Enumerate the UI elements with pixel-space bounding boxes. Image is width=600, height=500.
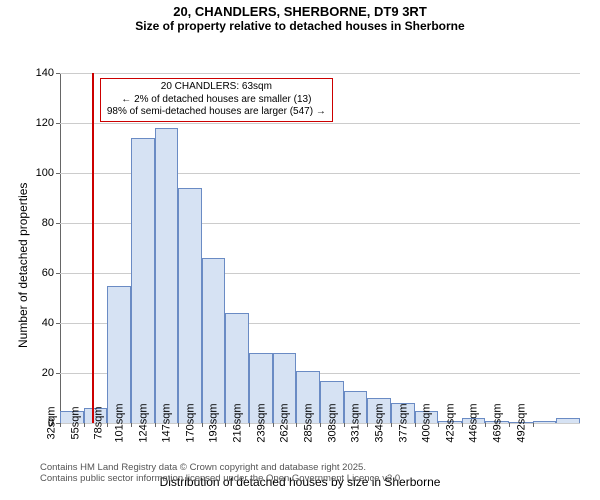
chart-title: 20, CHANDLERS, SHERBORNE, DT9 3RT <box>0 4 600 19</box>
histogram-bar <box>533 421 557 424</box>
chart-container: 02040608010012014032sqm55sqm78sqm101sqm1… <box>0 33 600 493</box>
x-tick-mark <box>60 423 61 427</box>
y-tick-label: 20 <box>42 367 60 379</box>
histogram-bar <box>556 418 580 423</box>
annotation-callout: 20 CHANDLERS: 63sqm← 2% of detached hous… <box>100 78 333 122</box>
x-tick-label: 469sqm <box>486 403 504 442</box>
plot-area: 02040608010012014032sqm55sqm78sqm101sqm1… <box>60 73 580 423</box>
x-tick-label: 308sqm <box>320 403 338 442</box>
x-tick-label: 55sqm <box>63 406 81 439</box>
y-tick-label: 100 <box>36 167 60 179</box>
x-tick-label: 423sqm <box>438 403 456 442</box>
x-tick-label: 446sqm <box>462 403 480 442</box>
footer-line-1: Contains HM Land Registry data © Crown c… <box>40 462 403 473</box>
x-tick-label: 285sqm <box>296 403 314 442</box>
x-tick-label: 354sqm <box>367 403 385 442</box>
histogram-bar <box>107 286 131 424</box>
marker-line <box>92 73 94 423</box>
x-tick-label: 147sqm <box>155 403 173 442</box>
x-tick-label: 400sqm <box>415 403 433 442</box>
y-axis-label: Number of detached properties <box>16 183 30 348</box>
y-tick-label: 120 <box>36 117 60 129</box>
x-tick-label: 32sqm <box>39 406 57 439</box>
x-tick-label: 216sqm <box>226 403 244 442</box>
annotation-line: 20 CHANDLERS: 63sqm <box>107 81 326 94</box>
x-tick-label: 331sqm <box>344 403 362 442</box>
y-tick-label: 60 <box>42 267 60 279</box>
x-tick-label: 262sqm <box>273 403 291 442</box>
y-tick-label: 80 <box>42 217 60 229</box>
gridline <box>60 73 580 74</box>
histogram-bar <box>155 128 179 423</box>
histogram-bar <box>178 188 202 423</box>
x-tick-label: 124sqm <box>131 403 149 442</box>
footer-credits: Contains HM Land Registry data © Crown c… <box>0 462 403 485</box>
y-tick-label: 40 <box>42 317 60 329</box>
histogram-bar <box>202 258 226 423</box>
x-tick-label: 193sqm <box>202 403 220 442</box>
chart-title-block: 20, CHANDLERS, SHERBORNE, DT9 3RT Size o… <box>0 0 600 33</box>
x-tick-label: 239sqm <box>249 403 267 442</box>
histogram-bar <box>131 138 155 423</box>
annotation-line: 98% of semi-detached houses are larger (… <box>107 106 326 119</box>
x-tick-label: 492sqm <box>509 403 527 442</box>
y-axis-line <box>60 73 61 423</box>
x-tick-label: 78sqm <box>87 406 105 439</box>
gridline <box>60 123 580 124</box>
x-tick-mark <box>533 423 534 427</box>
x-tick-label: 377sqm <box>391 403 409 442</box>
x-tick-label: 101sqm <box>107 403 125 442</box>
y-tick-label: 140 <box>36 67 60 79</box>
annotation-line: ← 2% of detached houses are smaller (13) <box>107 94 326 107</box>
x-tick-label: 170sqm <box>178 403 196 442</box>
x-tick-mark <box>84 423 85 427</box>
footer-line-2: Contains public sector information licen… <box>40 473 403 484</box>
chart-subtitle: Size of property relative to detached ho… <box>0 19 600 33</box>
